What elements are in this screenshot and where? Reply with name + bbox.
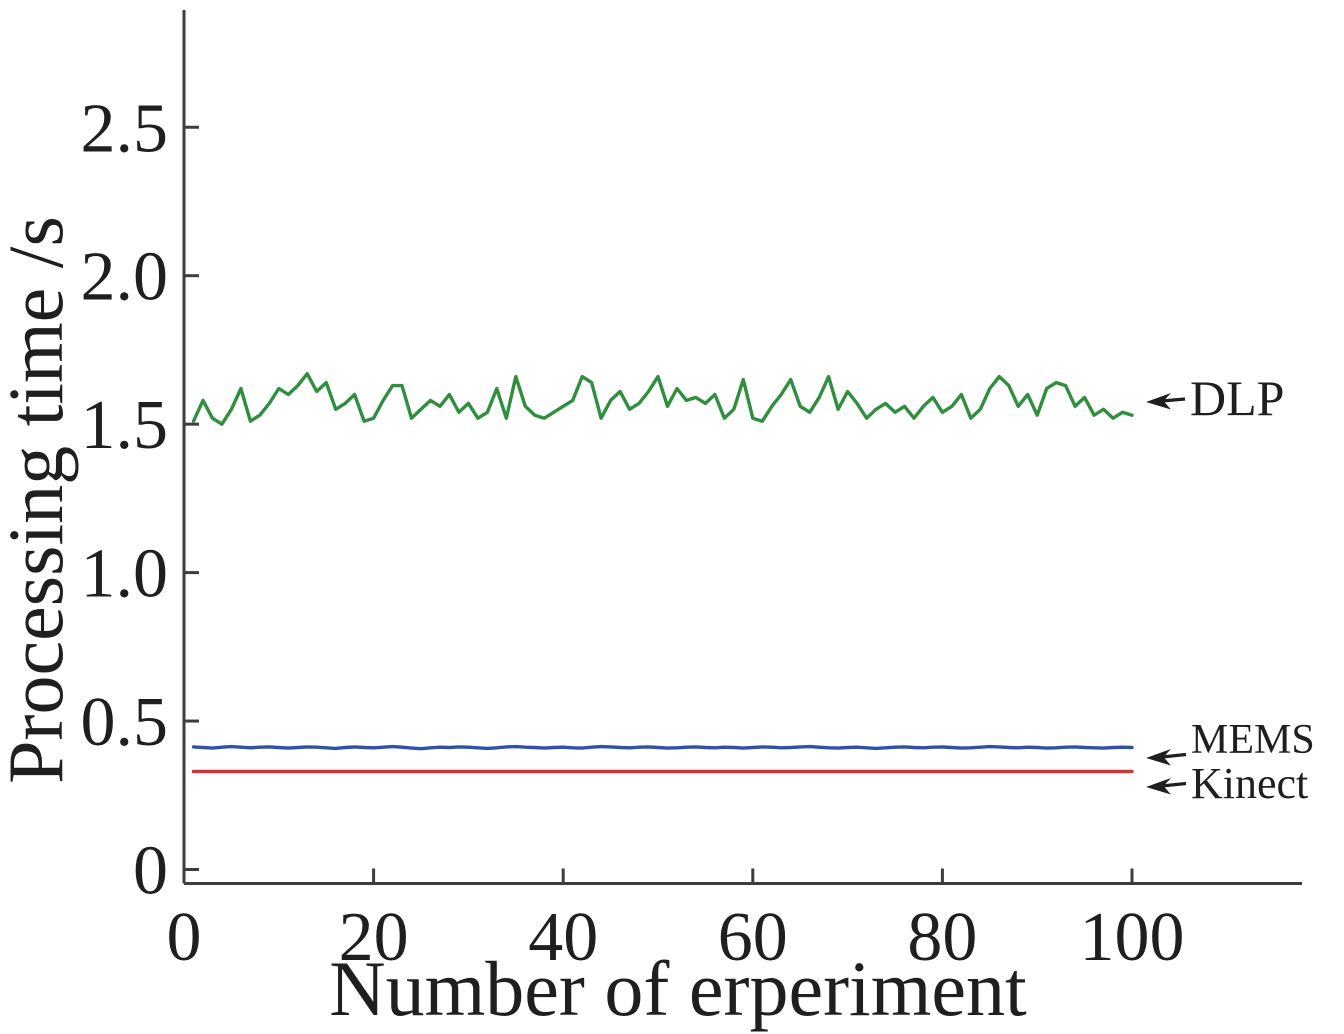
x-axis-label: Number of erperiment (329, 945, 1027, 1032)
mems-annotation-label: MEMS (1191, 717, 1315, 763)
kinect-annotation-label: Kinect (1191, 759, 1308, 808)
x-tick-label: 0 (167, 899, 202, 976)
y-tick-label: 0 (133, 833, 168, 910)
y-axis-label: Processing time /s (0, 216, 79, 784)
left-arrow-icon (1146, 778, 1187, 795)
series-line-dlp (191, 372, 1134, 426)
x-tick-label: 80 (907, 899, 977, 976)
left-arrow-icon (1146, 749, 1187, 766)
x-tick-label: 20 (339, 899, 409, 976)
kinect-annotation: Kinect (1146, 759, 1308, 808)
y-tick-label: 2.5 (81, 90, 169, 167)
dlp-annotation: DLP (1146, 370, 1284, 426)
dlp-annotation-label: DLP (1190, 370, 1284, 426)
x-tick-label: 100 (1080, 899, 1185, 976)
y-tick-label: 1.5 (81, 387, 169, 464)
left-arrow-icon (1146, 393, 1186, 410)
series-line-mems (191, 744, 1134, 751)
x-tick-label: 40 (528, 899, 598, 976)
mems-annotation: MEMS (1146, 717, 1315, 766)
y-tick-label: 0.5 (81, 684, 169, 761)
x-tick-label: 60 (718, 899, 788, 976)
y-tick-label: 1.0 (81, 536, 169, 613)
y-tick-label: 2.0 (81, 239, 169, 316)
